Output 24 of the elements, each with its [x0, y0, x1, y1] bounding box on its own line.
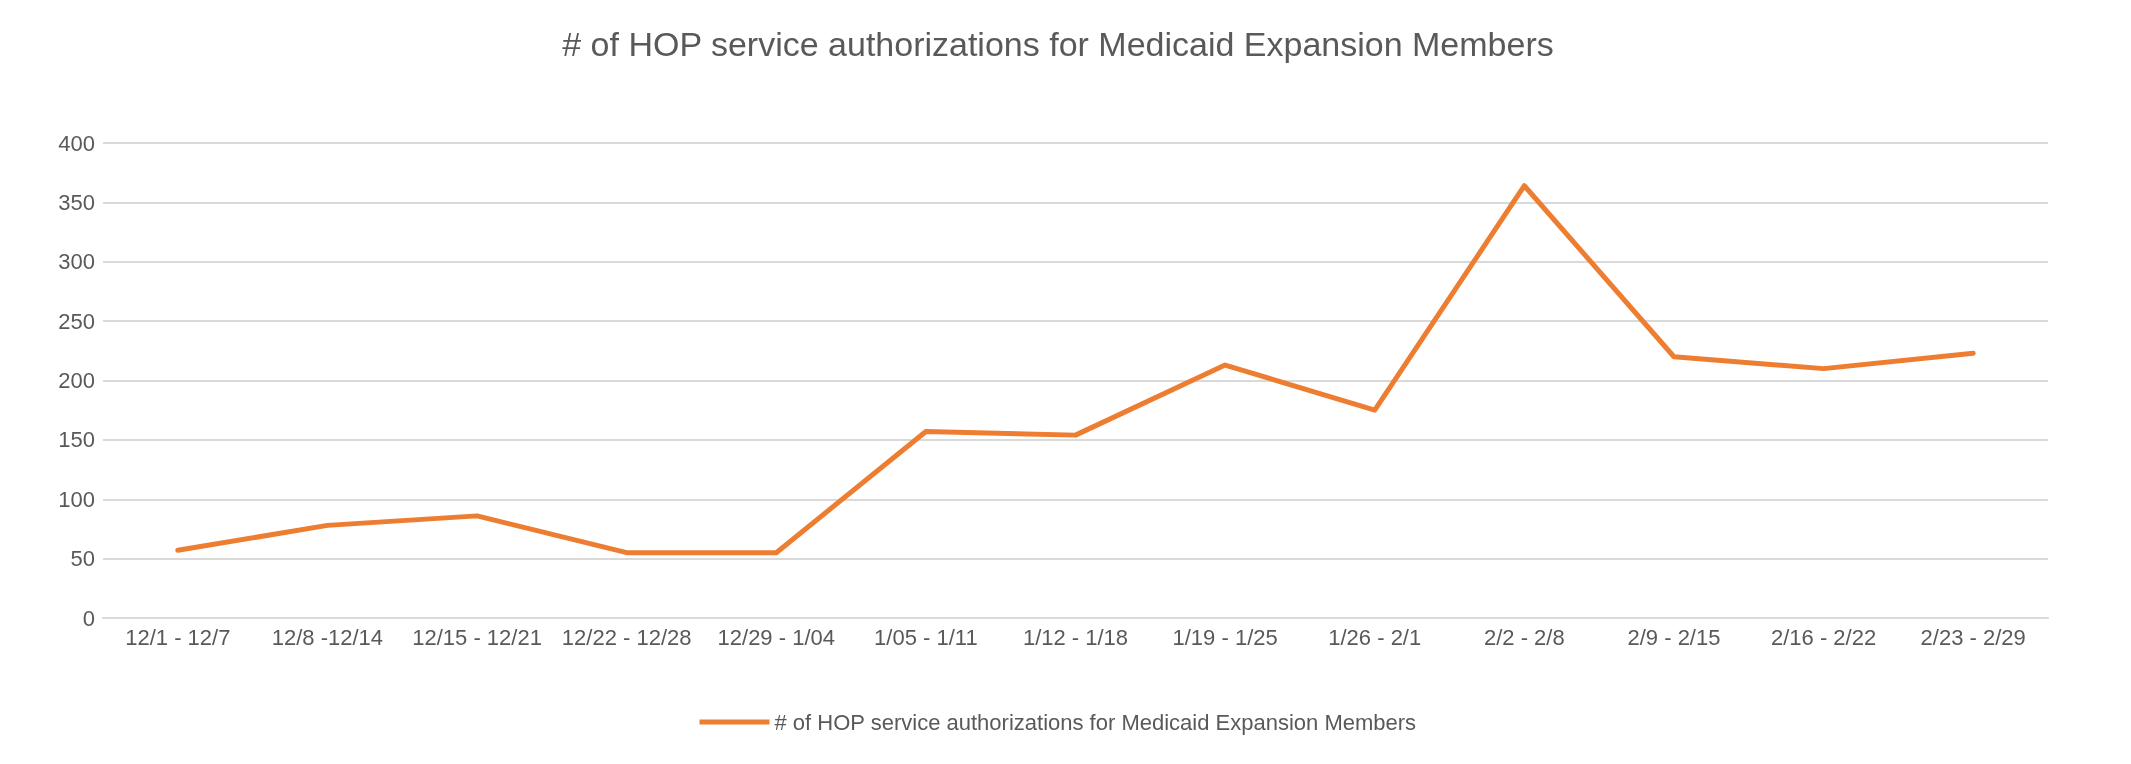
x-tick-label: 12/15 - 12/21 — [412, 624, 542, 650]
chart-title: # of HOP service authorizations for Medicaid Expansion Members — [562, 25, 1554, 63]
y-tick-label: 250 — [58, 308, 95, 334]
y-tick-label: 150 — [58, 427, 95, 453]
x-tick-label: 2/9 - 2/15 — [1627, 624, 1721, 650]
y-tick-label: 100 — [58, 486, 95, 512]
x-tick-label: 2/2 - 2/8 — [1483, 624, 1565, 650]
x-tick-label: 12/1 - 12/7 — [125, 624, 231, 650]
x-tick-label: 1/05 - 1/11 — [874, 624, 978, 650]
x-tick-label: 2/23 - 2/29 — [1920, 624, 2026, 650]
x-tick-label: 12/22 - 12/28 — [561, 624, 692, 650]
x-tick-label: 1/19 - 1/25 — [1172, 624, 1278, 650]
y-tick-label: 400 — [58, 130, 95, 156]
y-tick-label: 50 — [70, 546, 95, 572]
y-tick-label: 350 — [58, 189, 95, 215]
x-tick-label: 12/8 -12/14 — [271, 624, 384, 650]
x-tick-label: 1/12 - 1/18 — [1022, 624, 1129, 650]
legend-label: # of HOP service authorizations for Medicaid Expansion Members — [774, 709, 1417, 735]
x-tick-label: 12/29 - 1/04 — [717, 624, 835, 650]
y-tick-label: 200 — [58, 368, 95, 393]
x-tick-label: 2/16 - 2/22 — [1770, 624, 1877, 650]
x-tick-label: 1/26 - 2/1 — [1328, 624, 1422, 650]
y-tick-label: 300 — [58, 249, 95, 275]
y-tick-label: 0 — [82, 605, 95, 631]
